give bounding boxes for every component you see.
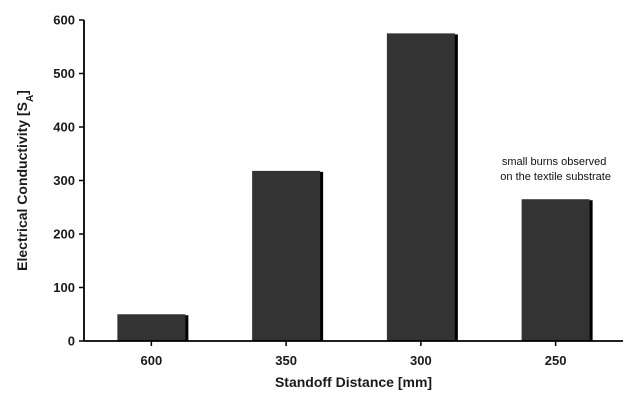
annotation-line-1: small burns observed [502, 156, 607, 168]
y-axis-title: Electrical Conductivity [SA] [14, 90, 36, 271]
y-tick-label: 500 [53, 66, 75, 81]
y-tick-label: 400 [53, 120, 75, 135]
x-tick-label: 350 [275, 353, 297, 368]
bar-300 [386, 33, 455, 341]
x-tick-label: 600 [141, 353, 163, 368]
y-tick-label: 600 [53, 13, 75, 28]
bar-350 [252, 170, 321, 341]
y-axis-title-close: ] [14, 90, 30, 95]
bar-annotation: small burns observed on the textile subs… [500, 156, 611, 183]
x-tick-label: 300 [410, 353, 432, 368]
y-axis-ticks: 0 100 200 300 400 500 600 [53, 13, 84, 349]
x-axis-ticks: 600 350 300 250 [141, 341, 567, 368]
y-tick-label: 0 [68, 334, 75, 349]
bars-group [117, 33, 593, 341]
y-tick-label: 100 [53, 280, 75, 295]
annotation-line-2: on the textile substrate [500, 171, 611, 183]
y-tick-label: 300 [53, 173, 75, 188]
bar-600 [117, 314, 186, 341]
x-axis-title: Standoff Distance [mm] [275, 374, 432, 390]
y-axis-title-subscript: A [25, 95, 36, 102]
y-axis-title-main: Electrical Conductivity [S [14, 102, 30, 271]
x-tick-label: 250 [545, 353, 567, 368]
y-tick-label: 200 [53, 227, 75, 242]
bar-250 [521, 199, 590, 341]
